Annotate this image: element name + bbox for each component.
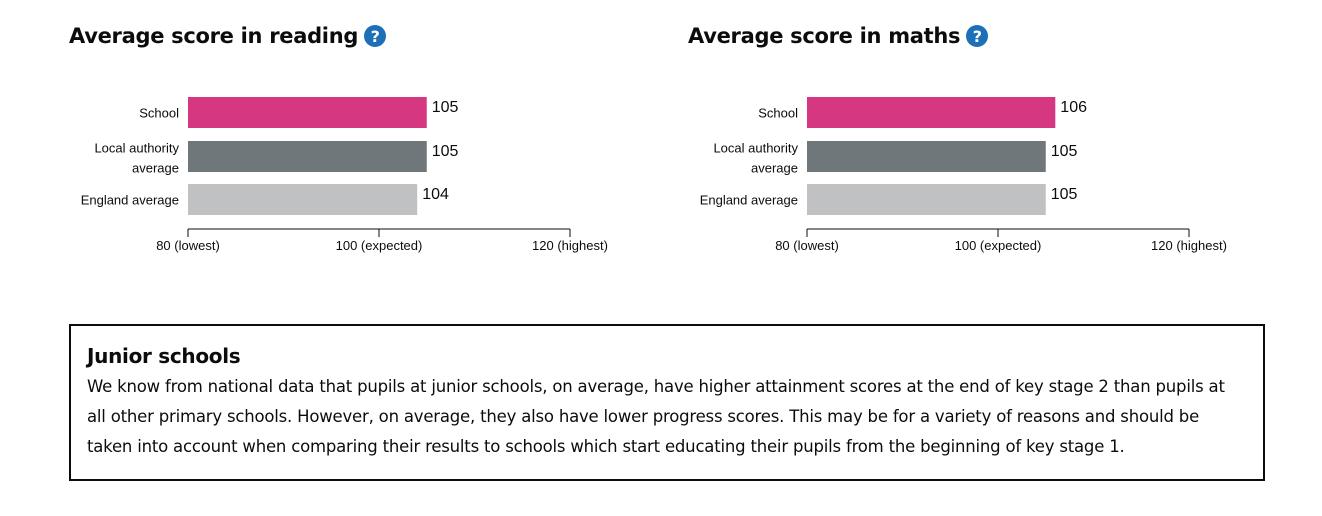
tick-label: 120 (highest) xyxy=(1151,238,1227,253)
junior-schools-info-box: Junior schools We know from national dat… xyxy=(69,324,1265,481)
category-label: Local authority xyxy=(713,141,798,156)
category-label: average xyxy=(132,161,179,176)
info-box-body: We know from national data that pupils a… xyxy=(87,377,1225,456)
info-box-heading: Junior schools xyxy=(87,344,241,368)
category-label: School xyxy=(758,106,798,121)
category-label: average xyxy=(751,161,798,176)
question-mark-icon[interactable]: ? xyxy=(966,25,989,47)
chart-title-text: Average score in reading xyxy=(69,24,359,48)
chart-plot-maths: School 106 Local authority average 105 Englan… xyxy=(700,97,1227,253)
chart-title-text: Average score in maths xyxy=(688,24,961,48)
bar-school xyxy=(188,97,427,128)
tick-label: 100 (expected) xyxy=(955,238,1042,253)
bar-school xyxy=(807,97,1056,128)
value-label: 106 xyxy=(1060,99,1087,116)
reading-score-chart: Average score in reading ? School 105 Loca… xyxy=(69,22,649,272)
value-label: 105 xyxy=(432,99,459,116)
category-label: Local authority xyxy=(94,141,179,156)
value-label: 105 xyxy=(432,143,459,160)
bar-england-average xyxy=(188,184,418,215)
category-label: England average xyxy=(700,193,798,208)
tick-label: 120 (highest) xyxy=(532,238,608,253)
question-mark-icon[interactable]: ? xyxy=(364,25,387,47)
tick-label: 80 (lowest) xyxy=(156,238,220,253)
category-label: School xyxy=(139,106,179,121)
chart-title-maths: Average score in maths ? xyxy=(688,24,989,48)
bar-england-average xyxy=(807,184,1046,215)
tick-label: 100 (expected) xyxy=(336,238,423,253)
chart-plot-reading: School 105 Local authority average 105 Englan… xyxy=(81,97,608,253)
chart-title-reading: Average score in reading ? xyxy=(69,24,387,48)
value-label: 105 xyxy=(1051,186,1078,203)
category-label: England average xyxy=(81,193,179,208)
bar-local-authority-average xyxy=(188,141,427,172)
value-label: 104 xyxy=(422,186,449,203)
maths-score-chart: Average score in maths ? School 106 Local … xyxy=(688,22,1268,272)
value-label: 105 xyxy=(1051,143,1078,160)
tick-label: 80 (lowest) xyxy=(775,238,839,253)
bar-local-authority-average xyxy=(807,141,1046,172)
